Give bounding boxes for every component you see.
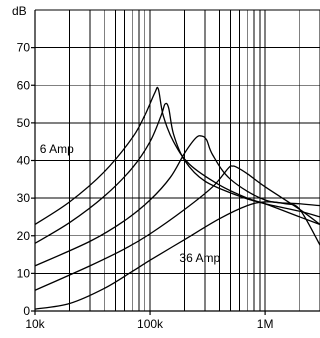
curves bbox=[34, 86, 320, 310]
y-tick-label: 50 bbox=[17, 116, 31, 130]
grid bbox=[34, 9, 320, 311]
curve-annotation: 36 Amp bbox=[179, 251, 220, 265]
series-line-3 bbox=[34, 135, 320, 267]
y-tick-label: 70 bbox=[17, 41, 31, 55]
y-tick-label: 20 bbox=[17, 229, 31, 243]
y-axis-unit-label: dB bbox=[12, 4, 27, 18]
axes bbox=[31, 10, 320, 315]
series-line-2 bbox=[34, 102, 320, 244]
curve-annotation: 6 Amp bbox=[40, 142, 74, 156]
series-line-1 bbox=[34, 86, 320, 226]
x-tick-label: 10k bbox=[25, 317, 45, 331]
x-tick-label: 1M bbox=[257, 317, 274, 331]
y-tick-label: 40 bbox=[17, 154, 31, 168]
annotations: 6 Amp 36 Amp bbox=[40, 142, 221, 265]
tick-labels: 0 10 20 30 40 50 60 70 10k 100k 1M bbox=[17, 41, 274, 331]
y-tick-label: 30 bbox=[17, 191, 31, 205]
y-tick-label: 10 bbox=[17, 266, 31, 280]
series-line-4 bbox=[34, 165, 320, 291]
y-tick-label: 60 bbox=[17, 78, 31, 92]
y-tick-label: 0 bbox=[23, 304, 30, 318]
x-tick-label: 100k bbox=[137, 317, 164, 331]
series-line-5 bbox=[34, 201, 320, 310]
